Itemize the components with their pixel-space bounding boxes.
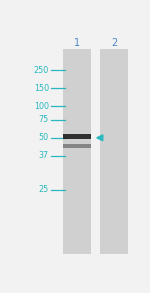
Text: 25: 25 xyxy=(39,185,49,194)
Bar xyxy=(63,144,91,148)
Text: 100: 100 xyxy=(34,102,49,111)
Text: 250: 250 xyxy=(34,66,49,75)
Text: 75: 75 xyxy=(39,115,49,124)
Text: 1: 1 xyxy=(74,38,80,48)
Bar xyxy=(100,49,128,254)
Bar xyxy=(63,49,91,254)
Text: 150: 150 xyxy=(34,84,49,93)
Text: 50: 50 xyxy=(39,133,49,142)
Text: 2: 2 xyxy=(111,38,117,48)
Bar xyxy=(63,134,91,139)
Text: 37: 37 xyxy=(39,151,49,160)
